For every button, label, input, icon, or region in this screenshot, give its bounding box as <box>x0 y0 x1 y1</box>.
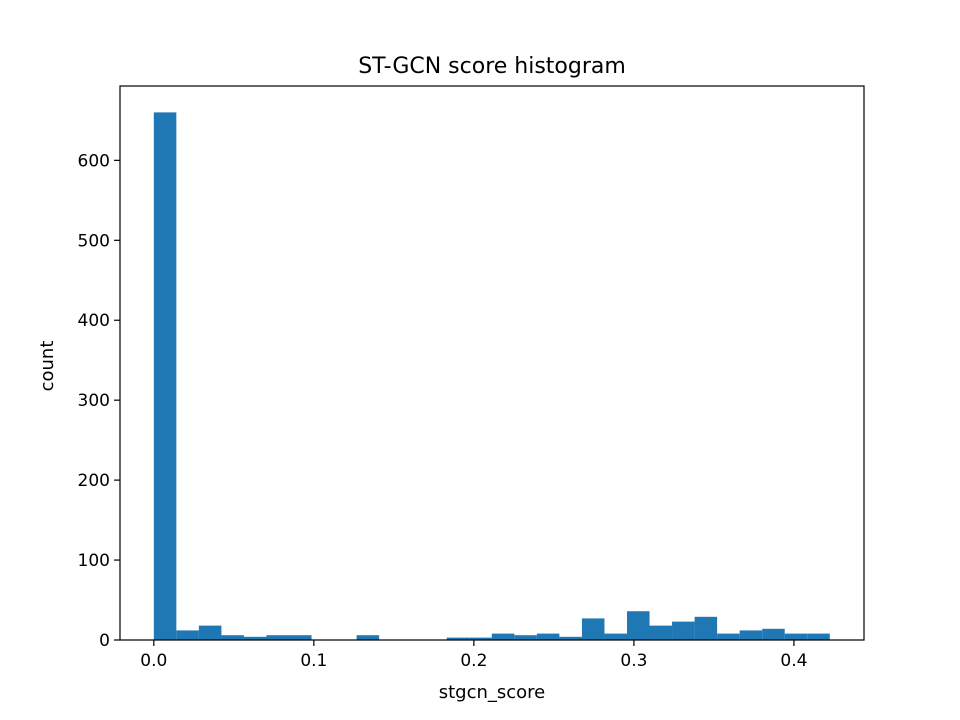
histogram-bar <box>221 635 244 640</box>
bars-group <box>153 112 830 640</box>
histogram-bar <box>198 625 222 640</box>
plot-frame <box>119 85 865 641</box>
histogram-bar <box>559 636 582 640</box>
y-axis-ticks: 0 100 200 300 400 500 600 <box>78 151 120 651</box>
y-tick-label: 200 <box>78 471 110 491</box>
histogram-bar <box>807 633 830 640</box>
x-tick-label: 0.1 <box>300 651 327 671</box>
histogram-bar <box>446 637 470 640</box>
histogram-bar <box>289 635 312 640</box>
histogram-bar <box>649 625 673 640</box>
y-axis-label: count <box>37 341 58 392</box>
chart-title: ST-GCN score histogram <box>358 54 626 79</box>
x-axis-label: stgcn_score <box>439 682 546 703</box>
histogram-bar <box>626 611 650 640</box>
y-tick-label: 0 <box>99 631 110 651</box>
histogram-bar <box>784 633 808 640</box>
histogram-bar <box>491 633 515 640</box>
histogram-bar <box>672 621 695 640</box>
x-tick-label: 0.3 <box>620 651 647 671</box>
histogram-bar <box>356 635 380 640</box>
histogram-bar <box>762 628 785 640</box>
x-axis-ticks: 0.0 0.1 0.2 0.3 0.4 <box>140 640 807 671</box>
histogram-bar <box>717 633 740 640</box>
histogram-bar <box>739 630 763 640</box>
histogram-bar <box>694 616 718 640</box>
x-tick-label: 0.0 <box>140 651 167 671</box>
histogram-bar <box>266 635 290 640</box>
y-tick-label: 600 <box>78 151 110 171</box>
histogram-bar <box>176 630 199 640</box>
y-tick-label: 100 <box>78 551 110 571</box>
x-tick-label: 0.4 <box>780 651 807 671</box>
x-tick-label: 0.2 <box>460 651 487 671</box>
histogram-bar <box>469 637 492 640</box>
y-tick-label: 500 <box>78 231 110 251</box>
histogram-bar <box>514 635 537 640</box>
histogram-bar <box>604 633 627 640</box>
histogram-bar <box>153 112 177 640</box>
histogram-bar <box>536 633 560 640</box>
y-tick-label: 400 <box>78 311 110 331</box>
histogram-bar <box>581 618 605 640</box>
y-tick-label: 300 <box>78 391 110 411</box>
histogram-bar <box>243 636 267 640</box>
